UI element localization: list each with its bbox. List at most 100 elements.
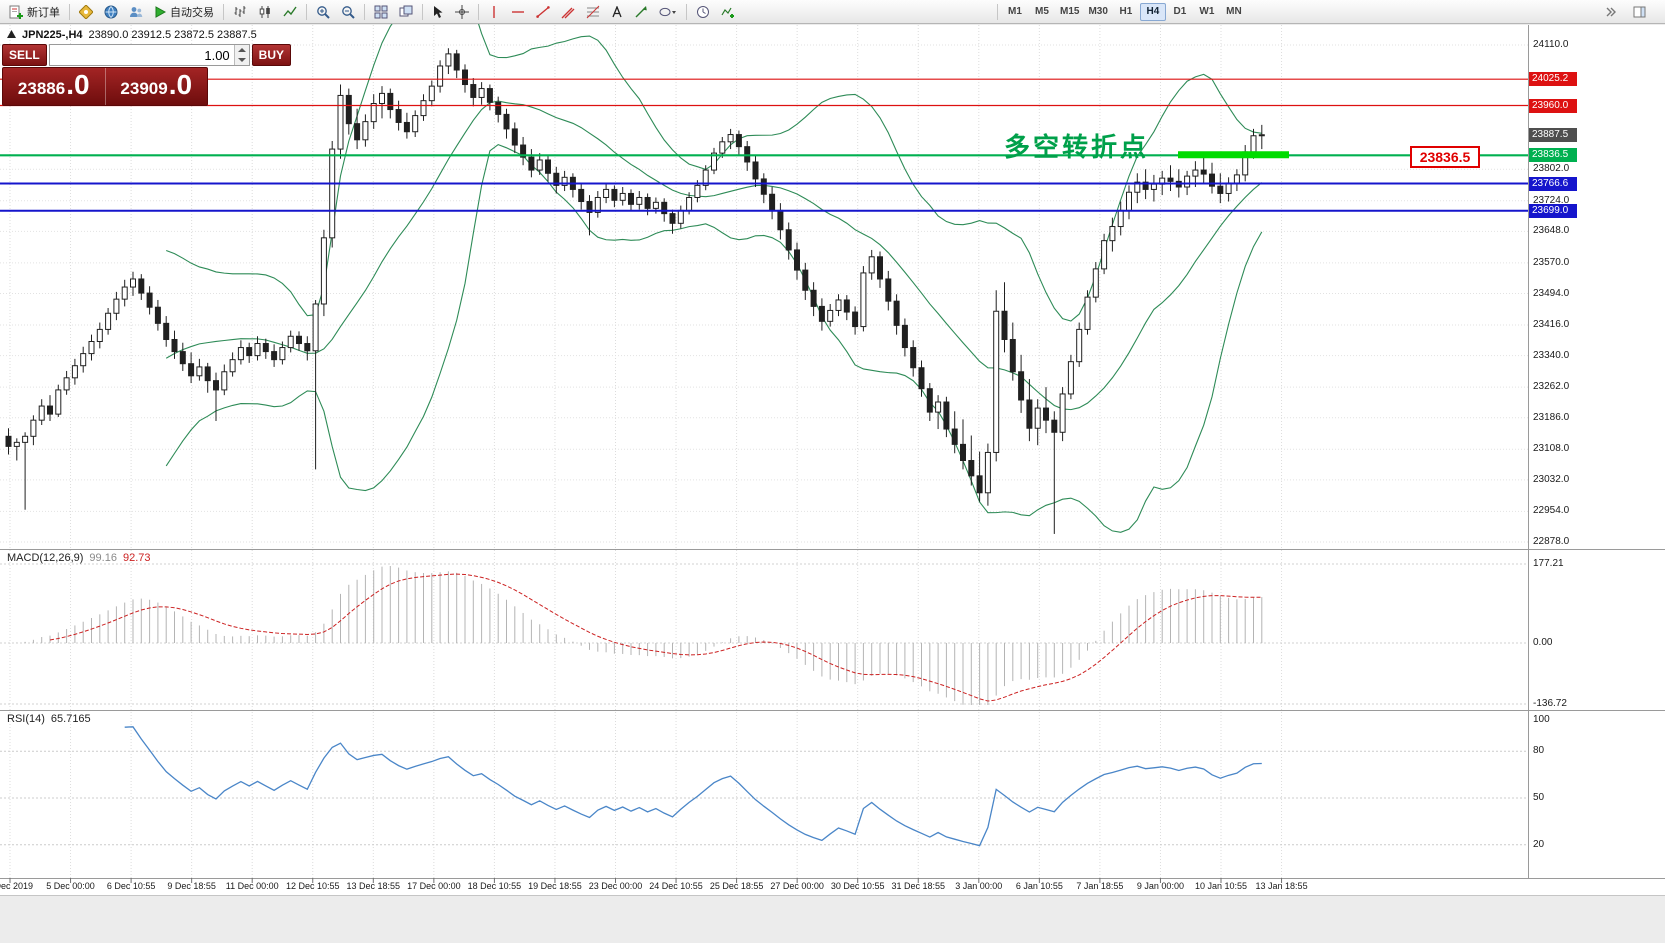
fibonacci-icon <box>586 5 600 19</box>
hline-price-tag: 23766.6 <box>1529 176 1577 191</box>
rsi-scale-label: 50 <box>1533 792 1545 803</box>
time-tick-label: 6 Jan 10:55 <box>1015 881 1063 891</box>
time-tick-label: 10 Jan 10:55 <box>1194 881 1248 891</box>
zoom-in-button[interactable] <box>311 2 335 22</box>
autotrade-button[interactable]: 自动交易 <box>149 2 219 22</box>
rsi-value: 65.7165 <box>50 713 91 725</box>
cursor-button[interactable] <box>427 2 449 22</box>
trendline-icon <box>536 5 550 19</box>
vertical-line-button[interactable] <box>483 2 505 22</box>
cascade-windows-button[interactable] <box>394 2 418 22</box>
tf-m1-button[interactable]: M1 <box>1002 3 1028 21</box>
time-tick-label: 6 Dec 10:55 <box>106 881 156 891</box>
tf-w1-button[interactable]: W1 <box>1194 3 1220 21</box>
arrow-tool-icon <box>634 5 648 19</box>
new-order-button[interactable]: 新订单 <box>4 2 65 22</box>
sell-price-main: 23886 <box>17 79 66 98</box>
horizontal-line-icon <box>511 7 525 17</box>
buy-price-main: 23909 <box>120 79 168 98</box>
channel-icon <box>561 5 575 19</box>
time-tick-label: 5 Dec 00:00 <box>46 881 95 891</box>
macd-scale-label: 0.00 <box>1533 637 1553 649</box>
sell-price[interactable]: 23886 .0 <box>3 68 105 105</box>
macd-scale-label: -136.72 <box>1533 698 1567 709</box>
tf-d1-button[interactable]: D1 <box>1167 3 1193 21</box>
rsi-header: RSI(14) 65.7165 <box>7 713 91 725</box>
time-tick-label: 9 Jan 00:00 <box>1136 881 1184 891</box>
community-button[interactable] <box>124 2 148 22</box>
turning-point-annotation[interactable]: 多空转折点 <box>1004 132 1150 162</box>
period-converter-button[interactable] <box>691 2 715 22</box>
tf-mn-button[interactable]: MN <box>1221 3 1247 21</box>
horizontal-line-button[interactable] <box>506 2 530 22</box>
symbol-period-label: JPN225-,H4 <box>22 29 83 41</box>
rsi-scale-label: 100 <box>1533 714 1550 725</box>
bar-chart-icon <box>233 5 247 19</box>
shapes-button[interactable] <box>654 2 682 22</box>
time-tick-label: 18 Dec 10:55 <box>467 881 522 891</box>
price-flag-annotation[interactable]: 23836.5 <box>1410 146 1480 168</box>
separator <box>686 3 687 20</box>
price-tick-label: 23262.0 <box>1533 381 1570 393</box>
volume-box <box>48 44 250 66</box>
time-tick-label: 7 Jan 18:55 <box>1076 881 1124 891</box>
one-click-trading-panel: SELL BUY 23886 .0 23909 .0 <box>2 44 292 106</box>
volume-decrease-button[interactable] <box>234 55 249 65</box>
price-tick-label: 23340.0 <box>1533 349 1570 361</box>
side-panel-button[interactable] <box>1628 2 1651 22</box>
chevron-double-right-button[interactable] <box>1600 2 1622 22</box>
indicators-icon <box>721 5 735 19</box>
bar-chart-button[interactable] <box>228 2 252 22</box>
buy-price-decimal: .0 <box>168 69 193 100</box>
tf-h4-button[interactable]: H4 <box>1139 2 1166 21</box>
clock-icon <box>696 5 710 19</box>
sell-price-decimal: .0 <box>66 69 90 100</box>
time-tick-label: 25 Dec 18:55 <box>709 881 764 891</box>
time-tick-label: 11 Dec 00:00 <box>225 881 279 891</box>
trendline-button[interactable] <box>531 2 555 22</box>
tf-m30-button[interactable]: M30 <box>1084 3 1111 21</box>
zoom-in-icon <box>316 5 330 19</box>
cascade-windows-icon <box>399 5 413 19</box>
time-tick-label: 27 Dec 00:00 <box>770 881 824 891</box>
price-tick-label: 22954.0 <box>1533 505 1570 517</box>
tile-windows-icon <box>374 5 388 19</box>
fibonacci-button[interactable] <box>581 2 605 22</box>
indicators-button[interactable] <box>716 2 740 22</box>
channel-button[interactable] <box>556 2 580 22</box>
rsi-scale-label: 80 <box>1533 745 1545 757</box>
price-tick-label: 23416.0 <box>1533 318 1570 330</box>
tile-windows-button[interactable] <box>369 2 393 22</box>
metaeditor-button[interactable] <box>74 2 98 22</box>
macd-scale-label: 177.21 <box>1533 558 1564 569</box>
market-button[interactable] <box>99 2 123 22</box>
vertical-line-icon <box>489 5 499 19</box>
buy-price[interactable]: 23909 .0 <box>104 68 208 105</box>
expand-triangle-icon <box>7 29 16 41</box>
metaeditor-icon <box>79 4 93 19</box>
price-tick-label: 23724.0 <box>1533 194 1570 206</box>
line-chart-button[interactable] <box>278 2 302 22</box>
text-tool-button[interactable] <box>606 2 628 22</box>
buy-button[interactable]: BUY <box>251 44 292 66</box>
volume-increase-button[interactable] <box>234 45 249 55</box>
tf-m5-button[interactable]: M5 <box>1029 3 1055 21</box>
price-tick-label: 23494.0 <box>1533 287 1570 299</box>
chevron-double-right-icon <box>1605 6 1617 18</box>
price-tick-label: 24110.0 <box>1533 39 1569 50</box>
candlestick-chart-button[interactable] <box>253 2 277 22</box>
tf-h1-button[interactable]: H1 <box>1113 3 1139 21</box>
chart-header: JPN225-,H4 23890.0 23912.5 23872.5 23887… <box>7 29 257 41</box>
volume-input[interactable] <box>49 45 234 65</box>
tf-m15-button[interactable]: M15 <box>1056 3 1083 21</box>
sell-button[interactable]: SELL <box>2 44 47 66</box>
zoom-out-button[interactable] <box>336 2 360 22</box>
time-tick-label: 31 Dec 18:55 <box>891 881 946 891</box>
one-click-prices[interactable]: 23886 .0 23909 .0 <box>2 67 208 106</box>
text-tool-icon <box>611 5 623 18</box>
arrow-tool-button[interactable] <box>629 2 653 22</box>
crosshair-icon <box>455 4 469 19</box>
new-order-icon <box>9 5 23 19</box>
crosshair-button[interactable] <box>450 2 474 22</box>
